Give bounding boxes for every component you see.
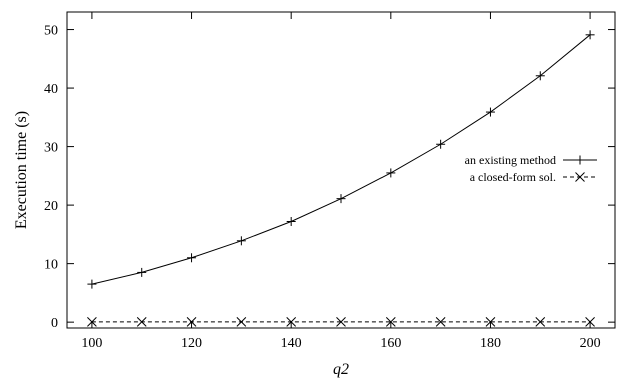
series-1-point (187, 253, 197, 263)
series-1-point (386, 168, 396, 178)
series-2-point (385, 317, 396, 327)
series-2-point (286, 317, 297, 327)
series-2-point (87, 317, 97, 327)
series-2-point (136, 317, 147, 327)
series-1-point (336, 194, 346, 204)
legend: an existing method a closed-form sol. (465, 153, 597, 184)
x-axis-ticks: 100 120 140 160 180 200 (81, 12, 601, 351)
x-tick-label: 200 (580, 336, 601, 351)
x-axis-label: q2 (333, 361, 349, 378)
legend-entry-marker (575, 172, 585, 182)
plot-frame (66, 11, 616, 329)
series-2-point (485, 317, 496, 327)
y-axis-label: Execution time (s) (13, 111, 30, 229)
x-tick-label: 180 (480, 336, 501, 351)
series-1-point (236, 236, 246, 246)
series-2-point (535, 317, 546, 327)
x-tick-label: 120 (181, 336, 202, 351)
series-1-point (535, 71, 545, 81)
series-1-point (436, 139, 446, 149)
series-1-point (485, 107, 495, 117)
series-1-point (585, 30, 595, 40)
x-tick-label: 100 (81, 336, 102, 351)
series-1-point (286, 216, 296, 226)
legend-entry-label: an existing method (465, 153, 556, 167)
y-tick-label: 0 (51, 316, 58, 331)
series-2-point (236, 317, 247, 327)
legend-entry-label: a closed-form sol. (470, 170, 556, 184)
y-tick-label: 30 (44, 141, 58, 156)
legend-entry-marker (575, 155, 585, 165)
series-2-point (435, 317, 446, 327)
y-axis-ticks: 0 10 20 30 40 50 (44, 24, 615, 331)
series-layer (87, 30, 595, 327)
series-2-point (585, 317, 595, 327)
x-tick-label: 140 (281, 336, 302, 351)
series-2-point (336, 317, 346, 327)
y-tick-label: 40 (44, 82, 58, 97)
series-1-point (137, 267, 147, 277)
y-tick-label: 50 (44, 24, 58, 39)
series-1-point (87, 279, 97, 289)
x-tick-label: 160 (380, 336, 401, 351)
y-tick-label: 20 (44, 199, 58, 214)
series-2-point (186, 317, 197, 327)
y-tick-label: 10 (44, 258, 58, 273)
